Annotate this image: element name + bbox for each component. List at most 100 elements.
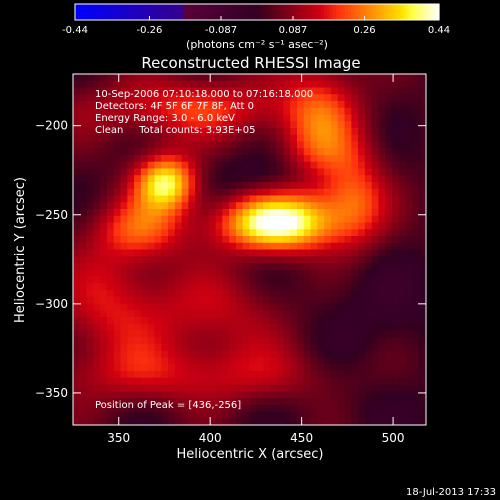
heatmap-cell <box>283 310 291 318</box>
heatmap-cell <box>249 209 257 217</box>
colorbar-cell <box>169 4 173 20</box>
heatmap-cell <box>127 242 135 250</box>
heatmap-cell <box>378 317 386 325</box>
heatmap-cell <box>174 141 183 149</box>
heatmap-cell <box>310 418 318 426</box>
heatmap-cell <box>147 350 155 358</box>
heatmap-cell <box>385 283 393 291</box>
heatmap-cell <box>364 175 373 183</box>
heatmap-cell <box>276 411 284 419</box>
heatmap-cell <box>134 364 142 372</box>
colorbar-cell <box>75 4 79 20</box>
heatmap-cell <box>303 310 312 318</box>
heatmap-cell <box>161 128 169 136</box>
heatmap-cell <box>195 114 203 122</box>
heatmap-cell <box>337 134 346 142</box>
heatmap-cell <box>86 195 94 203</box>
heatmap-cell <box>398 263 407 271</box>
heatmap-cell <box>297 256 305 264</box>
heatmap-cell <box>290 317 298 325</box>
heatmap-cell <box>235 87 244 95</box>
heatmap-cell <box>419 377 427 385</box>
heatmap-cell <box>317 350 325 358</box>
heatmap-cell <box>86 256 94 264</box>
heatmap-cell <box>140 391 149 399</box>
heatmap-cell <box>73 384 81 392</box>
colorbar-cell <box>284 4 288 20</box>
heatmap-cell <box>364 357 373 365</box>
heatmap-cell <box>405 391 413 399</box>
colorbar-cell <box>272 4 276 20</box>
heatmap-cell <box>235 296 244 304</box>
heatmap-cell <box>351 310 359 318</box>
heatmap-cell <box>364 182 373 190</box>
heatmap-cell <box>93 148 101 156</box>
heatmap-cell <box>120 296 128 304</box>
heatmap-cell <box>419 276 427 284</box>
heatmap-cell <box>195 107 203 115</box>
heatmap-cell <box>140 236 149 244</box>
heatmap-cell <box>283 175 291 183</box>
heatmap-cell <box>208 371 217 379</box>
heatmap-cell <box>100 357 108 365</box>
heatmap-cell <box>378 134 386 142</box>
heatmap-cell <box>330 121 339 129</box>
heatmap-cell <box>208 114 217 122</box>
heatmap-cell <box>215 222 223 230</box>
heatmap-cell <box>161 242 169 250</box>
heatmap-cell <box>134 188 142 196</box>
heatmap-cell <box>201 330 210 338</box>
heatmap-cell <box>120 141 128 149</box>
heatmap-cell <box>134 182 142 190</box>
heatmap-cell <box>385 350 393 358</box>
heatmap-cell <box>317 74 325 82</box>
heatmap-cell <box>351 94 359 102</box>
heatmap-cell <box>120 377 128 385</box>
heatmap-cell <box>310 148 318 156</box>
heatmap-cell <box>181 418 189 426</box>
heatmap-cell <box>195 384 203 392</box>
heatmap-cell <box>263 195 271 203</box>
heatmap-cell <box>235 74 244 82</box>
heatmap-cell <box>174 269 183 277</box>
heatmap-cell <box>222 80 230 88</box>
heatmap-cell <box>249 175 257 183</box>
heatmap-cell <box>371 74 379 82</box>
heatmap-cell <box>364 161 373 169</box>
colorbar-cell <box>184 4 188 20</box>
heatmap-cell <box>405 371 413 379</box>
heatmap-cell <box>201 168 210 176</box>
heatmap-cell <box>215 323 223 331</box>
heatmap-cell <box>134 398 142 406</box>
heatmap-cell <box>168 256 176 264</box>
heatmap-cell <box>242 317 250 325</box>
colorbar-cell <box>129 4 134 20</box>
heatmap-cell <box>351 80 359 88</box>
heatmap-cell <box>154 148 162 156</box>
heatmap-cell <box>127 276 135 284</box>
colorbar-cell <box>108 4 112 20</box>
heatmap-cell <box>86 121 94 129</box>
heatmap-cell <box>134 195 142 203</box>
heatmap-cell <box>290 215 298 223</box>
heatmap-cell <box>188 398 196 406</box>
heatmap-cell <box>378 418 386 426</box>
heatmap-cell <box>154 101 162 109</box>
heatmap-cell <box>371 269 379 277</box>
heatmap-cell <box>324 330 332 338</box>
heatmap-cell <box>195 256 203 264</box>
heatmap-cell <box>235 114 244 122</box>
heatmap-cell <box>269 107 278 115</box>
heatmap-cell <box>147 377 155 385</box>
heatmap-cell <box>276 391 284 399</box>
heatmap-cell <box>269 229 278 237</box>
heatmap-cell <box>398 94 407 102</box>
heatmap-cell <box>324 80 332 88</box>
heatmap-cell <box>378 155 386 163</box>
heatmap-cell <box>86 391 94 399</box>
heatmap-cell <box>181 74 189 82</box>
heatmap-cell <box>161 357 169 365</box>
heatmap-cell <box>154 391 162 399</box>
heatmap-cell <box>188 101 196 109</box>
heatmap-cell <box>358 263 366 271</box>
